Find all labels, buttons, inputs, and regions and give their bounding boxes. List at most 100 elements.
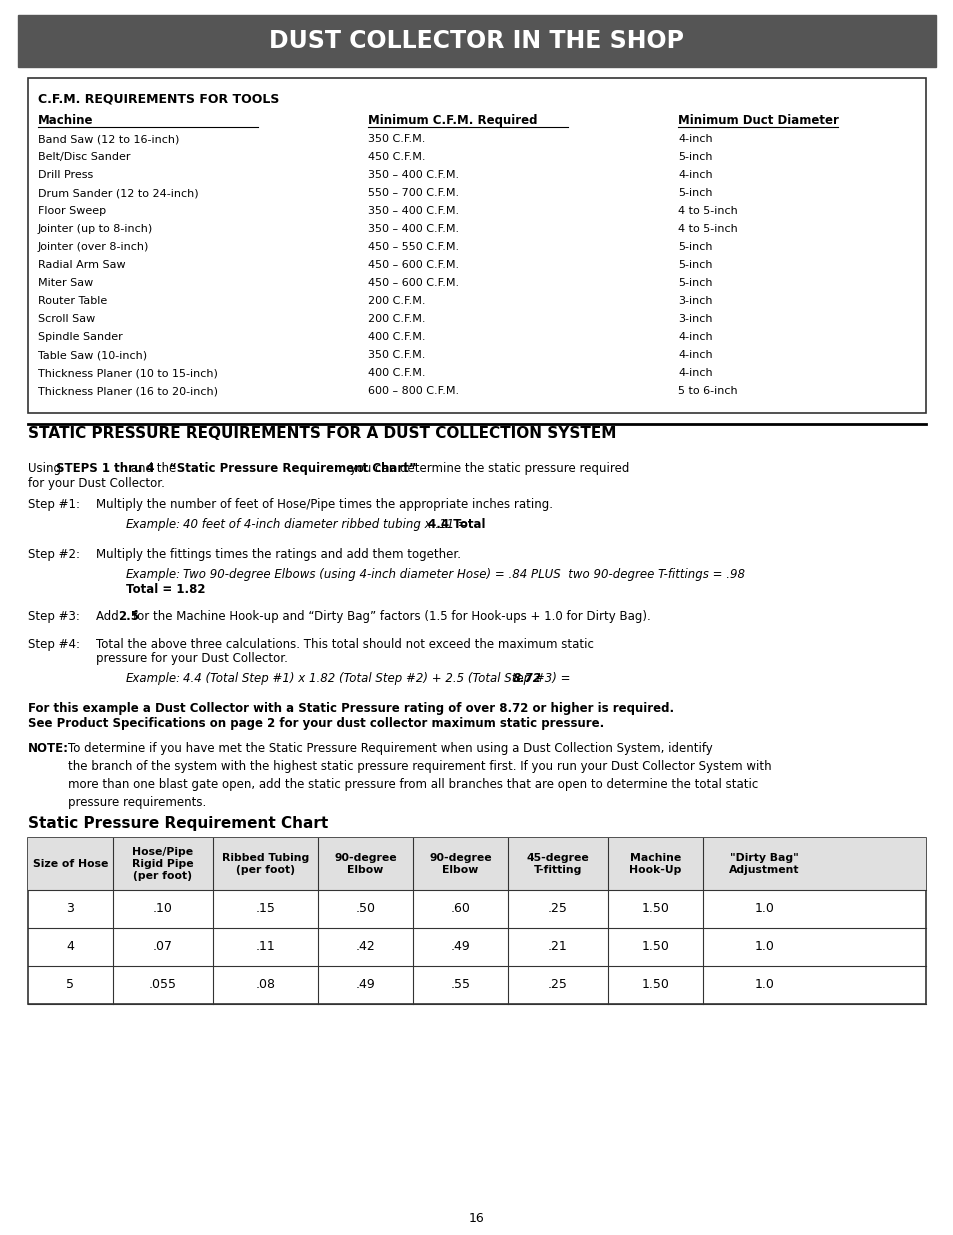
Text: 8.72: 8.72 <box>513 672 541 685</box>
Text: 5 to 6-inch: 5 to 6-inch <box>678 387 737 396</box>
Text: 4-inch: 4-inch <box>678 135 712 144</box>
Text: STEPS 1 thru 4: STEPS 1 thru 4 <box>56 462 154 475</box>
Text: 4: 4 <box>67 941 74 953</box>
Text: Hose/Pipe
Rigid Pipe
(per foot): Hose/Pipe Rigid Pipe (per foot) <box>132 847 193 882</box>
Text: See Product Specifications on page 2 for your dust collector maximum static pres: See Product Specifications on page 2 for… <box>28 718 603 730</box>
Text: 16: 16 <box>469 1212 484 1224</box>
Text: Using: Using <box>28 462 65 475</box>
Text: 90-degree
Elbow: 90-degree Elbow <box>429 853 492 876</box>
Text: NOTE:: NOTE: <box>28 742 69 755</box>
Text: C.F.M. REQUIREMENTS FOR TOOLS: C.F.M. REQUIREMENTS FOR TOOLS <box>38 91 279 105</box>
Text: for the Machine Hook-up and “Dirty Bag” factors (1.5 for Hook-ups + 1.0 for Dirt: for the Machine Hook-up and “Dirty Bag” … <box>132 610 650 622</box>
Text: .25: .25 <box>547 978 567 992</box>
Text: Thickness Planer (16 to 20-inch): Thickness Planer (16 to 20-inch) <box>38 387 218 396</box>
Text: Multiply the number of feet of Hose/Pipe times the appropriate inches rating.: Multiply the number of feet of Hose/Pipe… <box>96 498 553 511</box>
Text: “Static Pressure Requirement Chart”: “Static Pressure Requirement Chart” <box>170 462 416 475</box>
Text: Table Saw (10-inch): Table Saw (10-inch) <box>38 350 147 359</box>
Text: Machine: Machine <box>38 114 93 127</box>
Text: Step #3:: Step #3: <box>28 610 80 622</box>
Text: 90-degree
Elbow: 90-degree Elbow <box>334 853 396 876</box>
Text: 400 C.F.M.: 400 C.F.M. <box>368 332 425 342</box>
Text: .60: .60 <box>450 903 470 915</box>
Text: 1.0: 1.0 <box>754 903 774 915</box>
Text: DUST COLLECTOR IN THE SHOP: DUST COLLECTOR IN THE SHOP <box>269 28 684 53</box>
Text: Example:: Example: <box>126 568 181 580</box>
Text: Machine
Hook-Up: Machine Hook-Up <box>629 853 681 876</box>
Text: STATIC PRESSURE REQUIREMENTS FOR A DUST COLLECTION SYSTEM: STATIC PRESSURE REQUIREMENTS FOR A DUST … <box>28 426 616 441</box>
FancyBboxPatch shape <box>18 15 935 67</box>
Text: 350 – 400 C.F.M.: 350 – 400 C.F.M. <box>368 224 458 233</box>
Text: Jointer (over 8-inch): Jointer (over 8-inch) <box>38 242 150 252</box>
Text: .49: .49 <box>355 978 375 992</box>
Text: Ribbed Tubing
(per foot): Ribbed Tubing (per foot) <box>222 853 309 876</box>
Text: 1.50: 1.50 <box>640 978 669 992</box>
Text: 45-degree
T-fitting: 45-degree T-fitting <box>526 853 589 876</box>
Text: pressure for your Dust Collector.: pressure for your Dust Collector. <box>96 652 288 664</box>
Text: Step #1:: Step #1: <box>28 498 80 511</box>
Text: .11: .11 <box>255 941 275 953</box>
Text: for your Dust Collector.: for your Dust Collector. <box>28 477 165 490</box>
Text: Static Pressure Requirement Chart: Static Pressure Requirement Chart <box>28 816 328 831</box>
Text: and the: and the <box>127 462 180 475</box>
Text: Minimum C.F.M. Required: Minimum C.F.M. Required <box>368 114 537 127</box>
Text: "Dirty Bag"
Adjustment: "Dirty Bag" Adjustment <box>728 853 799 876</box>
Text: 5-inch: 5-inch <box>678 152 712 162</box>
Text: 5: 5 <box>67 978 74 992</box>
Text: 450 – 600 C.F.M.: 450 – 600 C.F.M. <box>368 261 458 270</box>
Text: 5-inch: 5-inch <box>678 242 712 252</box>
Text: 4.4 Total: 4.4 Total <box>428 517 485 531</box>
Text: 4-inch: 4-inch <box>678 170 712 180</box>
Text: .10: .10 <box>152 903 172 915</box>
Text: .21: .21 <box>548 941 567 953</box>
Text: 550 – 700 C.F.M.: 550 – 700 C.F.M. <box>368 188 458 198</box>
Text: .50: .50 <box>355 903 375 915</box>
Text: .42: .42 <box>355 941 375 953</box>
Text: 5-inch: 5-inch <box>678 261 712 270</box>
Text: 4 to 5-inch: 4 to 5-inch <box>678 224 737 233</box>
Text: 4 to 5-inch: 4 to 5-inch <box>678 206 737 216</box>
FancyBboxPatch shape <box>28 839 925 890</box>
Text: 350 C.F.M.: 350 C.F.M. <box>368 135 425 144</box>
Text: 5-inch: 5-inch <box>678 278 712 288</box>
Text: 1.0: 1.0 <box>754 941 774 953</box>
Text: 4-inch: 4-inch <box>678 368 712 378</box>
Text: .07: .07 <box>152 941 172 953</box>
Text: 4-inch: 4-inch <box>678 332 712 342</box>
Text: 40 feet of 4-inch diameter ribbed tubing x .11 =: 40 feet of 4-inch diameter ribbed tubing… <box>183 517 471 531</box>
Text: .25: .25 <box>547 903 567 915</box>
Text: .49: .49 <box>450 941 470 953</box>
Text: 350 – 400 C.F.M.: 350 – 400 C.F.M. <box>368 206 458 216</box>
Text: Belt/Disc Sander: Belt/Disc Sander <box>38 152 131 162</box>
Text: Thickness Planer (10 to 15-inch): Thickness Planer (10 to 15-inch) <box>38 368 217 378</box>
Text: 1.50: 1.50 <box>640 903 669 915</box>
Text: 3-inch: 3-inch <box>678 296 712 306</box>
Text: 200 C.F.M.: 200 C.F.M. <box>368 296 425 306</box>
FancyBboxPatch shape <box>28 78 925 412</box>
Text: 3-inch: 3-inch <box>678 314 712 324</box>
Text: Example:: Example: <box>126 672 181 685</box>
Text: 4-inch: 4-inch <box>678 350 712 359</box>
Text: you can determine the static pressure required: you can determine the static pressure re… <box>346 462 629 475</box>
Text: 400 C.F.M.: 400 C.F.M. <box>368 368 425 378</box>
Text: Miter Saw: Miter Saw <box>38 278 93 288</box>
Text: Step #2:: Step #2: <box>28 548 80 561</box>
Text: Drum Sander (12 to 24-inch): Drum Sander (12 to 24-inch) <box>38 188 198 198</box>
Text: Example:: Example: <box>126 517 181 531</box>
Text: Step #4:: Step #4: <box>28 638 80 651</box>
Text: Two 90-degree Elbows (using 4-inch diameter Hose) = .84 PLUS  two 90-degree T-fi: Two 90-degree Elbows (using 4-inch diame… <box>183 568 744 580</box>
Text: Scroll Saw: Scroll Saw <box>38 314 95 324</box>
Text: Router Table: Router Table <box>38 296 107 306</box>
Text: 2.5: 2.5 <box>118 610 139 622</box>
Text: 350 C.F.M.: 350 C.F.M. <box>368 350 425 359</box>
Text: Size of Hose: Size of Hose <box>32 860 108 869</box>
Text: 200 C.F.M.: 200 C.F.M. <box>368 314 425 324</box>
Text: .055: .055 <box>149 978 177 992</box>
Text: 350 – 400 C.F.M.: 350 – 400 C.F.M. <box>368 170 458 180</box>
Text: Drill Press: Drill Press <box>38 170 93 180</box>
Text: 600 – 800 C.F.M.: 600 – 800 C.F.M. <box>368 387 458 396</box>
Text: 1.50: 1.50 <box>640 941 669 953</box>
Text: .15: .15 <box>255 903 275 915</box>
Text: Floor Sweep: Floor Sweep <box>38 206 106 216</box>
Text: Multiply the fittings times the ratings and add them together.: Multiply the fittings times the ratings … <box>96 548 460 561</box>
Text: To determine if you have met the Static Pressure Requirement when using a Dust C: To determine if you have met the Static … <box>68 742 771 809</box>
